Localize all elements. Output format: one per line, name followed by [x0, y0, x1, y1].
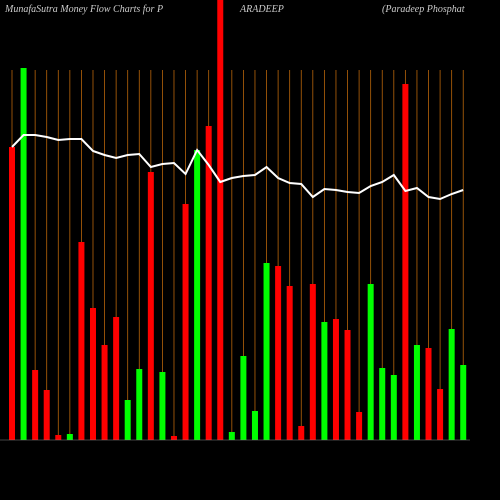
- bar: [251, 411, 258, 440]
- bar: [275, 266, 282, 440]
- bar: [113, 317, 120, 440]
- bar: [101, 345, 108, 440]
- bar: [263, 263, 270, 440]
- bar: [159, 372, 166, 440]
- bar: [205, 126, 212, 440]
- bar: [367, 284, 374, 440]
- bar: [147, 172, 154, 440]
- bar: [379, 368, 386, 440]
- bar: [170, 436, 177, 440]
- bar: [390, 375, 397, 440]
- bar: [217, 0, 224, 440]
- bar: [20, 68, 27, 440]
- bar: [298, 426, 305, 440]
- flow-line: [11, 134, 464, 201]
- bar: [194, 150, 201, 440]
- bar: [182, 204, 189, 440]
- bar: [89, 308, 96, 440]
- bar: [228, 432, 235, 440]
- bar: [55, 435, 62, 440]
- bar: [413, 345, 420, 440]
- bar: [344, 330, 351, 440]
- bar: [66, 434, 73, 440]
- bar: [460, 365, 467, 440]
- bar: [356, 412, 363, 440]
- bar: [425, 348, 432, 440]
- bar: [448, 329, 455, 440]
- bar: [240, 356, 247, 440]
- title: (Paradeep Phosphat: [382, 4, 465, 15]
- bar: [402, 84, 409, 440]
- bar: [437, 389, 444, 440]
- bar: [321, 322, 328, 440]
- bar: [332, 319, 339, 440]
- bar: [286, 286, 293, 440]
- bar: [309, 284, 316, 440]
- bar: [43, 390, 50, 440]
- title: MunafaSutra Money Flow Charts for P: [4, 4, 163, 15]
- bar: [124, 400, 131, 440]
- bar: [9, 147, 15, 440]
- bar: [32, 370, 39, 440]
- title: ARADEEP: [239, 4, 284, 15]
- bar: [78, 242, 85, 440]
- bar: [136, 369, 143, 440]
